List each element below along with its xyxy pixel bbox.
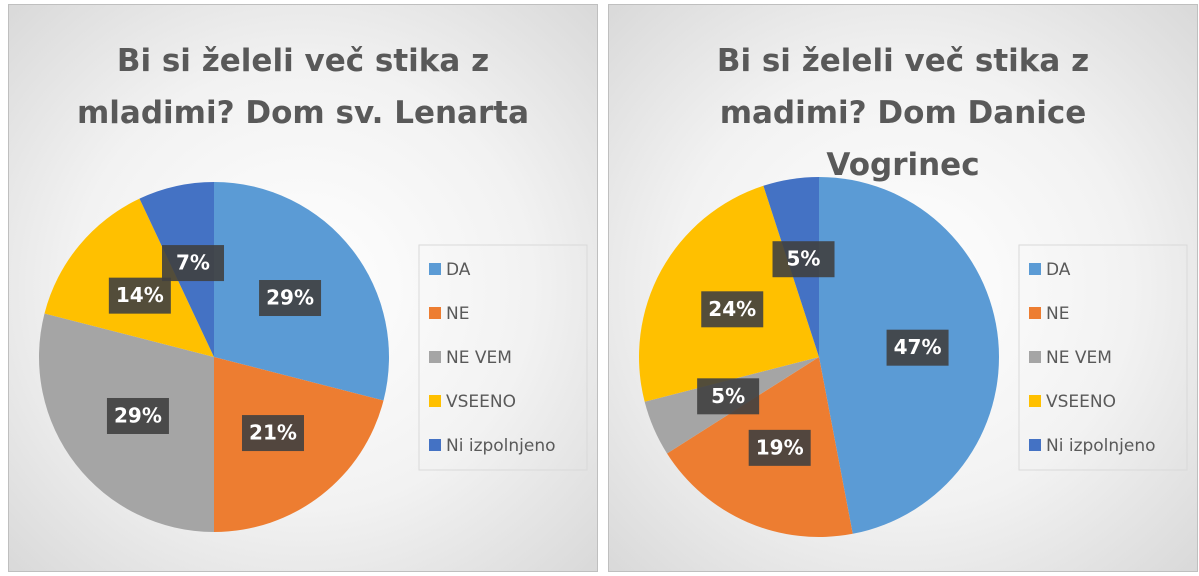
data-label: 19% bbox=[756, 435, 804, 459]
data-label-box bbox=[259, 280, 322, 317]
legend-box bbox=[418, 244, 588, 471]
legend-swatch bbox=[429, 395, 441, 407]
legend-label: DA bbox=[446, 260, 471, 280]
legend-label: NE bbox=[1046, 304, 1069, 324]
data-label-box bbox=[886, 329, 949, 366]
data-label-box bbox=[106, 397, 169, 434]
legend-swatch bbox=[429, 351, 441, 363]
chart: 47% 19% 5% 24% 5% DA NE NE VEM VSEENO Ni izpolnje… bbox=[639, 177, 1188, 537]
legend-label: VSEENO bbox=[446, 392, 516, 412]
chart-title-text: Bi si želeli več stika z mladimi? Dom sv… bbox=[77, 43, 529, 131]
data-label-box bbox=[108, 277, 171, 314]
legend-label: DA bbox=[1046, 260, 1071, 280]
data-label: 29% bbox=[266, 286, 314, 310]
data-label: 47% bbox=[894, 335, 942, 359]
chart-panel: Bi si želeli več stika z mladimi? Dom sv… bbox=[8, 4, 598, 572]
data-label-box bbox=[241, 415, 304, 452]
data-label: 5% bbox=[787, 247, 821, 271]
data-label: 14% bbox=[116, 283, 164, 307]
data-label: 7% bbox=[176, 251, 210, 275]
data-label-box bbox=[701, 291, 764, 328]
data-label: 5% bbox=[711, 384, 745, 408]
chart: 29% 21% 29% 14% 7% DA NE NE VEM VSEENO Ni izpolnj… bbox=[38, 182, 588, 532]
legend-label: NE VEM bbox=[446, 348, 512, 368]
data-label-box bbox=[772, 241, 835, 278]
legend-swatch bbox=[429, 307, 441, 319]
legend-swatch bbox=[429, 439, 441, 451]
data-label: 29% bbox=[114, 403, 162, 427]
legend-label: Ni izpolnjeno bbox=[1046, 436, 1156, 456]
legend-swatch bbox=[429, 263, 441, 275]
chart-panel: Bi si želeli več stika z madimi? Dom Dan… bbox=[608, 4, 1198, 572]
legend-swatch bbox=[1029, 395, 1041, 407]
data-label-box bbox=[748, 429, 811, 466]
legend-label: Ni izpolnjeno bbox=[446, 436, 556, 456]
legend-box bbox=[1018, 244, 1188, 471]
chart-title: Bi si želeli več stika z mladimi? Dom sv… bbox=[9, 35, 597, 139]
data-label: 24% bbox=[708, 297, 756, 321]
legend-swatch bbox=[1029, 263, 1041, 275]
legend-label: NE VEM bbox=[1046, 348, 1112, 368]
data-label-box bbox=[162, 245, 225, 282]
legend-label: NE bbox=[446, 304, 469, 324]
data-label: 21% bbox=[249, 421, 297, 445]
legend-swatch bbox=[1029, 307, 1041, 319]
chart-title-text: Bi si želeli več stika z madimi? Dom Dan… bbox=[716, 43, 1090, 183]
data-label-box bbox=[697, 378, 760, 415]
legend-swatch bbox=[1029, 351, 1041, 363]
legend-label: VSEENO bbox=[1046, 392, 1116, 412]
chart-title: Bi si želeli več stika z madimi? Dom Dan… bbox=[609, 35, 1197, 191]
legend-swatch bbox=[1029, 439, 1041, 451]
